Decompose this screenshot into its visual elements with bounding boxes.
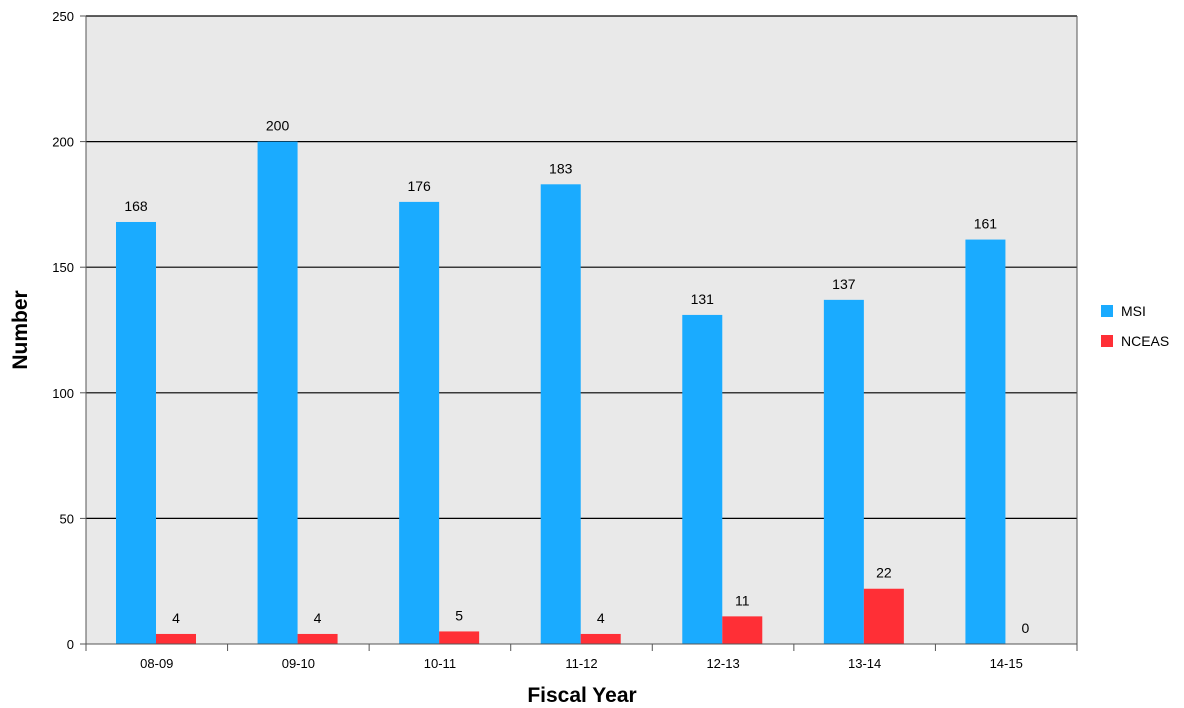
y-axis-title: Number	[9, 290, 32, 369]
x-tick-label: 10-11	[424, 656, 456, 671]
bar-msi	[116, 221, 156, 644]
bar-msi	[540, 184, 581, 644]
data-label: 168	[124, 198, 148, 214]
data-label: 176	[407, 178, 431, 194]
y-tick-label: 50	[60, 511, 74, 526]
legend: MSI NCEAS	[1101, 303, 1169, 349]
legend-label-msi: MSI	[1121, 303, 1146, 319]
legend-swatch-nceas	[1101, 335, 1113, 347]
bar-nceas	[863, 588, 904, 644]
x-tick-label: 09-10	[282, 656, 315, 671]
data-label: 131	[691, 291, 715, 307]
bar-nceas	[580, 633, 621, 644]
y-tick-label: 100	[52, 386, 74, 401]
x-tick-label: 11-12	[565, 656, 597, 671]
axes	[85, 16, 1077, 645]
x-axis-title: Fiscal Year	[527, 684, 636, 707]
y-tick-label: 150	[52, 260, 74, 275]
bar-msi	[399, 201, 440, 644]
y-tick-label: 200	[52, 135, 74, 150]
data-label: 4	[172, 610, 180, 626]
x-tick-label: 12-13	[706, 656, 739, 671]
bar-msi	[823, 299, 864, 644]
plot-background	[86, 16, 1077, 644]
gridlines	[80, 15, 1078, 651]
data-label: 0	[1022, 620, 1030, 636]
bar-nceas	[439, 631, 480, 644]
y-tick-label: 0	[67, 637, 74, 652]
data-label: 4	[314, 610, 322, 626]
x-tick-label: 08-09	[140, 656, 173, 671]
data-label: 137	[832, 276, 856, 292]
data-label: 161	[974, 216, 998, 232]
x-tick-label: 13-14	[848, 656, 881, 671]
data-label: 4	[597, 610, 605, 626]
bar-nceas	[297, 633, 338, 644]
bar-nceas	[156, 633, 196, 644]
bar-msi	[257, 141, 298, 644]
y-tick-label: 250	[52, 9, 74, 24]
bar-msi	[682, 314, 723, 644]
x-tick-label: 14-15	[990, 656, 1023, 671]
data-labels: 168 200 176 183 131 137 161 4 4 5 4 11 22 0	[124, 118, 1029, 636]
bar-msi	[965, 239, 1006, 644]
bar-nceas	[722, 616, 763, 644]
data-label: 183	[549, 160, 573, 176]
x-tick-labels: 08-09 09-10 10-11 11-12 12-13 13-14 14-15	[140, 656, 1023, 671]
data-label: 5	[455, 607, 463, 623]
data-label: 11	[735, 592, 750, 608]
data-label: 22	[876, 565, 892, 581]
legend-swatch-msi	[1101, 305, 1113, 317]
legend-label-nceas: NCEAS	[1121, 333, 1169, 349]
bars	[116, 141, 1006, 644]
y-tick-labels: 0 50 100 150 200 250	[52, 9, 74, 652]
data-label: 200	[266, 118, 290, 134]
